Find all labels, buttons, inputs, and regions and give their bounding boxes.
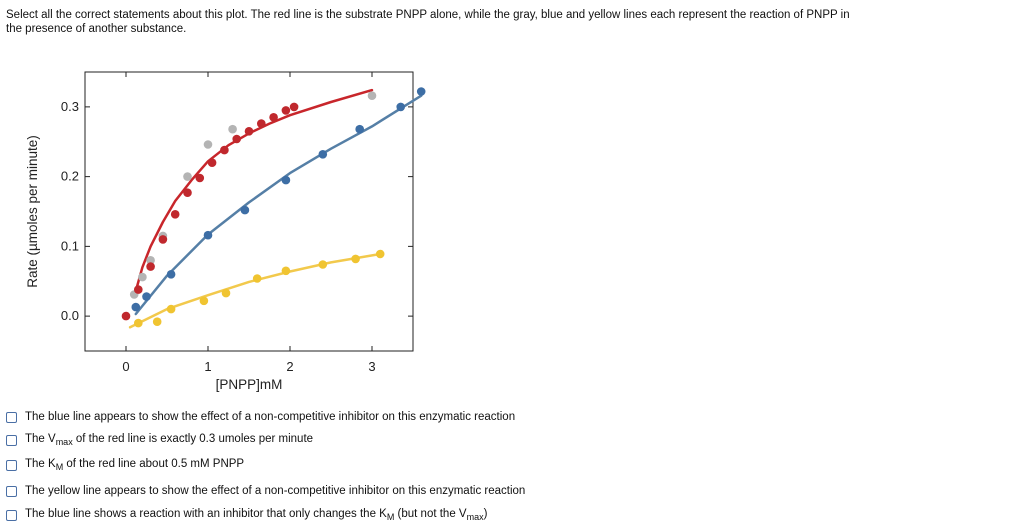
answer-option-2[interactable]: The Vmax of the red line is exactly 0.3 …	[6, 433, 313, 447]
rate-chart: 0.0 0.1 0.2 0.3 0 1 2 3 [PNPP]mM Rate (µmoles per…	[25, 71, 426, 392]
red-data-point	[183, 188, 192, 197]
option-checkbox[interactable]	[6, 509, 17, 521]
y-tick-label: 0.3	[61, 99, 79, 114]
red-data-point	[207, 158, 217, 167]
y-axis-label: Rate (µmoles per minute)	[25, 135, 40, 288]
yellow-data-point	[199, 296, 209, 306]
option-subscript: M	[55, 462, 64, 472]
option-subscript: max	[466, 512, 484, 522]
y-tick-label: 0.2	[61, 169, 79, 184]
option-subscript: max	[55, 437, 73, 447]
option-text: The blue line appears to show the effect…	[25, 411, 516, 423]
yellow-data-point	[375, 249, 385, 259]
red-data-point	[281, 106, 291, 115]
question-line-2: the presence of another substance.	[6, 23, 187, 35]
question-text: Select all the correct statements about …	[6, 8, 1006, 36]
y-tick-label: 0.1	[61, 238, 79, 253]
option-label: The KM of the red line about 0.5 mM PNPP	[25, 458, 244, 472]
option-checkbox[interactable]	[6, 411, 17, 423]
option-text: The yellow line appears to show the effe…	[25, 485, 526, 497]
yellow-fit-curve	[128, 252, 382, 329]
gray-data-point	[183, 172, 192, 181]
option-text: The V	[25, 433, 56, 445]
answer-option-4[interactable]: The yellow line appears to show the effe…	[6, 485, 525, 497]
answer-option-1[interactable]: The blue line appears to show the effect…	[6, 411, 515, 423]
blue-data-point	[396, 102, 406, 112]
option-text: of the red line is exactly 0.3 umoles pe…	[72, 433, 314, 445]
x-tick-label: 1	[204, 359, 211, 374]
red-data-point	[232, 134, 241, 144]
option-label: The blue line appears to show the effect…	[25, 411, 515, 423]
blue-data-point	[142, 292, 151, 301]
red-data-point	[289, 102, 299, 112]
red-data-point	[244, 127, 254, 136]
yellow-data-point	[221, 288, 231, 298]
yellow-data-point	[166, 304, 176, 314]
option-subscript: M	[386, 512, 395, 522]
option-label: The Vmax of the red line is exactly 0.3 …	[25, 433, 313, 447]
gray-data-point	[228, 124, 237, 134]
option-checkbox[interactable]	[6, 459, 17, 471]
option-text: )	[483, 508, 488, 520]
gray-data-point	[203, 140, 213, 149]
blue-data-point	[355, 124, 365, 134]
red-data-point	[195, 173, 205, 183]
red-data-point	[134, 285, 143, 294]
yellow-data-point	[318, 260, 328, 269]
answer-option-3[interactable]: The KM of the red line about 0.5 mM PNPP	[6, 458, 244, 472]
yellow-data-point	[252, 274, 262, 283]
gray-data-point	[367, 91, 377, 100]
yellow-data-point	[351, 254, 360, 264]
blue-data-point	[240, 205, 250, 215]
option-text: of the red line about 0.5 mM PNPP	[63, 458, 245, 470]
red-data-point	[121, 311, 131, 321]
plot-frame	[84, 71, 414, 352]
gray-data-point	[146, 256, 155, 265]
yellow-data-point	[134, 318, 143, 328]
x-tick-label: 3	[368, 359, 375, 374]
answer-option-5[interactable]: The blue line shows a reaction with an i…	[6, 508, 487, 522]
red-data-point	[269, 113, 278, 122]
blue-fit-curve	[134, 94, 423, 316]
blue-data-point	[416, 87, 426, 96]
x-tick-label: 0	[122, 359, 129, 374]
blue-data-point	[318, 150, 328, 159]
y-tick-label: 0.0	[61, 308, 79, 323]
option-checkbox[interactable]	[6, 434, 17, 446]
blue-data-point	[131, 302, 141, 312]
blue-data-point	[203, 230, 213, 240]
red-data-point	[220, 145, 229, 155]
red-data-point	[146, 262, 155, 271]
option-label: The yellow line appears to show the effe…	[25, 485, 525, 497]
red-data-point	[257, 119, 266, 128]
option-checkbox[interactable]	[6, 485, 17, 497]
option-text: The K	[25, 458, 56, 470]
red-data-point	[158, 235, 168, 244]
option-text: (but not the V	[394, 508, 467, 520]
blue-data-point	[166, 270, 176, 279]
blue-data-point	[281, 175, 291, 185]
x-tick-label: 2	[286, 359, 293, 374]
question-line-1: Select all the correct statements about …	[6, 9, 850, 21]
yellow-data-point	[152, 317, 162, 327]
yellow-data-point	[281, 266, 291, 276]
option-label: The blue line shows a reaction with an i…	[25, 508, 487, 522]
red-data-point	[170, 210, 180, 219]
red-fit-curve	[134, 88, 374, 293]
gray-data-point	[138, 272, 147, 282]
option-text: The blue line shows a reaction with an i…	[25, 508, 387, 520]
x-axis-label: [PNPP]mM	[216, 377, 283, 392]
